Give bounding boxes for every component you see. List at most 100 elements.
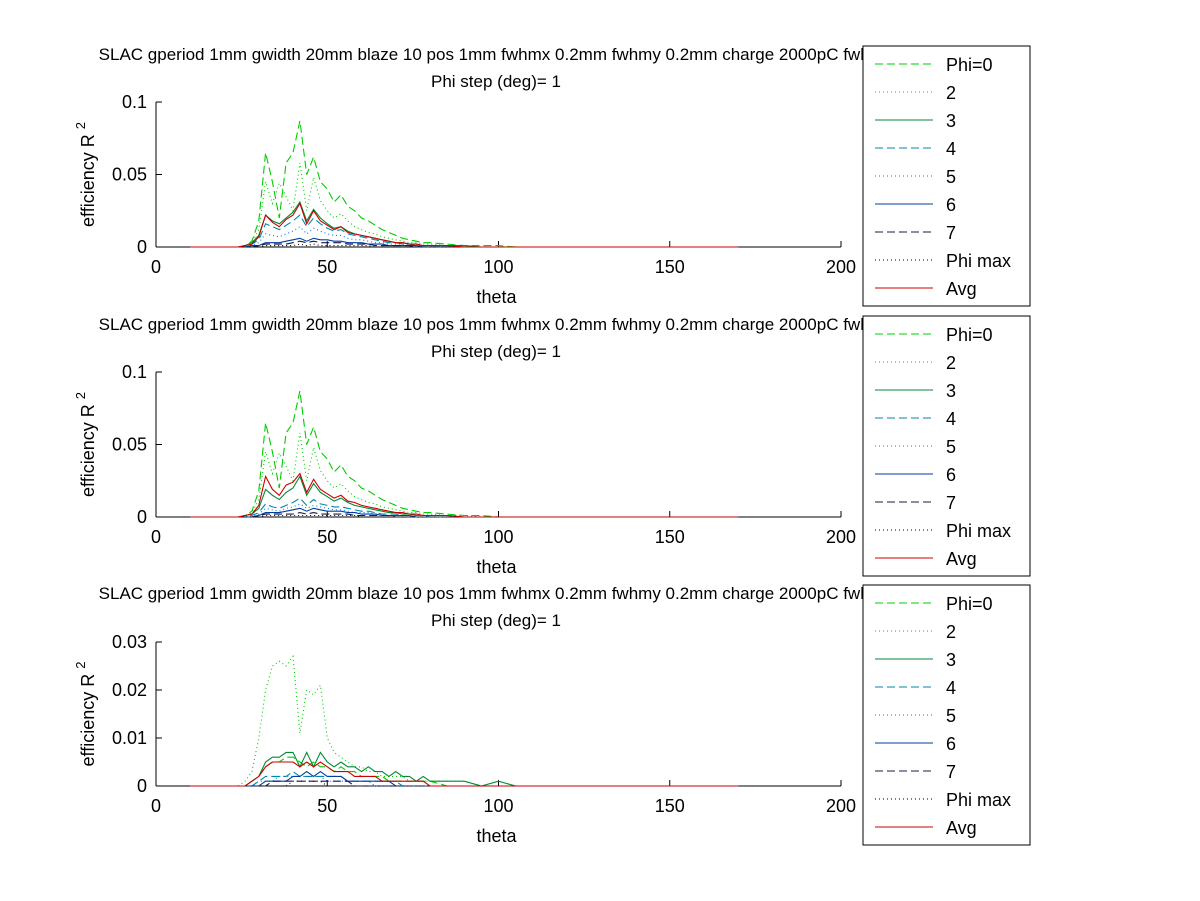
x-tick-label: 50 <box>317 527 337 547</box>
series-line-3 <box>190 475 739 518</box>
legend-label: 5 <box>946 167 956 187</box>
x-tick-label: 200 <box>826 257 856 277</box>
x-axis-label: theta <box>476 287 517 307</box>
chart-title: SLAC gperiod 1mm gwidth 20mm blaze 10 po… <box>99 45 996 64</box>
y-tick-label: 0.1 <box>122 92 147 112</box>
y-axis-label-superscript: 2 <box>73 122 88 129</box>
legend-box <box>862 584 1031 846</box>
y-axis-label: efficiency R 2 <box>73 392 98 497</box>
legend-label: 7 <box>946 762 956 782</box>
x-tick-label: 50 <box>317 257 337 277</box>
legend-label: 3 <box>946 111 956 131</box>
series-group <box>190 654 739 787</box>
series-line-5 <box>190 225 739 248</box>
legend-label: 6 <box>946 465 956 485</box>
legend-label: Phi=0 <box>946 594 993 614</box>
x-tick-label: 150 <box>655 257 685 277</box>
x-tick-label: 50 <box>317 796 337 816</box>
series-line-7 <box>190 240 739 248</box>
x-tick-label: 100 <box>483 796 513 816</box>
series-group <box>190 120 739 248</box>
chart-subtitle: Phi step (deg)= 1 <box>431 342 561 361</box>
legend-label: 4 <box>946 409 956 429</box>
x-tick-label: 0 <box>151 527 161 547</box>
x-axis-label: theta <box>476 557 517 577</box>
y-axis-label: efficiency R 2 <box>73 122 98 227</box>
chart-title: SLAC gperiod 1mm gwidth 20mm blaze 10 po… <box>99 315 996 334</box>
y-axis-label-superscript: 2 <box>73 392 88 399</box>
x-tick-label: 0 <box>151 257 161 277</box>
subplot-1: 0 50 100 150 200 0 0.05 0.1 SLAC gperiod 1mm gwi… <box>73 45 1031 307</box>
legend-label: 6 <box>946 195 956 215</box>
legend-label: Avg <box>946 279 977 299</box>
y-tick-label: 0 <box>137 507 147 527</box>
legend-label: 4 <box>946 139 956 159</box>
series-line-3 <box>190 751 739 787</box>
legend-label: 2 <box>946 83 956 103</box>
series-line-2 <box>190 162 739 248</box>
series-line-avg <box>190 761 739 787</box>
y-tick-label: 0.1 <box>122 362 147 382</box>
chart-subtitle: Phi step (deg)= 1 <box>431 72 561 91</box>
legend-label: 3 <box>946 650 956 670</box>
y-tick-label: 0.05 <box>112 435 147 455</box>
series-group <box>190 390 739 518</box>
legend-label: 6 <box>946 734 956 754</box>
series-line-6 <box>190 770 739 787</box>
legend-label: 4 <box>946 678 956 698</box>
legend: Phi=0 2 3 4 5 6 7 Phi max Avg <box>862 584 1031 846</box>
legend-label: 5 <box>946 437 956 457</box>
legend-label: Phi max <box>946 790 1011 810</box>
series-line-avg <box>190 472 739 518</box>
y-tick-label: 0.02 <box>112 680 147 700</box>
legend-label: 2 <box>946 353 956 373</box>
legend: Phi=0 2 3 4 5 6 7 Phi max Avg <box>862 315 1031 577</box>
legend-label: 2 <box>946 622 956 642</box>
legend-label: Phi max <box>946 251 1011 271</box>
x-tick-label: 200 <box>826 796 856 816</box>
y-axis-label-text: efficiency R <box>78 399 98 497</box>
chart-title: SLAC gperiod 1mm gwidth 20mm blaze 10 po… <box>99 584 996 603</box>
legend-label: 3 <box>946 381 956 401</box>
x-axis-label: theta <box>476 826 517 846</box>
series-line-phi-0 <box>190 120 739 248</box>
series-line-avg <box>190 202 739 248</box>
legend-label: 7 <box>946 493 956 513</box>
legend-label: Phi=0 <box>946 325 993 345</box>
x-tick-label: 150 <box>655 796 685 816</box>
legend-box <box>862 45 1031 307</box>
series-line-4 <box>190 770 739 787</box>
series-line-phi-0 <box>190 390 739 518</box>
legend-box <box>862 315 1031 577</box>
series-line-7 <box>190 780 739 787</box>
series-line-3 <box>190 200 739 248</box>
y-axis-label: efficiency R 2 <box>73 662 98 767</box>
series-line-2 <box>190 432 739 518</box>
legend-label: Phi max <box>946 521 1011 541</box>
y-tick-label: 0.05 <box>112 165 147 185</box>
legend: Phi=0 2 3 4 5 6 7 Phi max Avg <box>862 45 1031 307</box>
y-axis-label-text: efficiency R <box>78 129 98 227</box>
series-line-phi-max <box>190 780 739 787</box>
x-tick-label: 100 <box>483 257 513 277</box>
y-tick-label: 0.01 <box>112 728 147 748</box>
x-tick-label: 150 <box>655 527 685 547</box>
subplot-3: 0 50 100 150 200 0 0.01 0.02 0.03 SLAC gperiod 1m… <box>73 584 1031 846</box>
legend-label: Avg <box>946 818 977 838</box>
legend-label: Avg <box>946 549 977 569</box>
chart-subtitle: Phi step (deg)= 1 <box>431 611 561 630</box>
series-line-2 <box>190 654 739 787</box>
legend-label: Phi=0 <box>946 55 993 75</box>
x-tick-label: 200 <box>826 527 856 547</box>
y-tick-label: 0.03 <box>112 632 147 652</box>
y-tick-label: 0 <box>137 776 147 796</box>
series-line-7 <box>190 512 739 518</box>
x-tick-label: 0 <box>151 796 161 816</box>
x-tick-label: 100 <box>483 527 513 547</box>
legend-label: 7 <box>946 223 956 243</box>
y-axis-label-text: efficiency R <box>78 669 98 767</box>
series-line-5 <box>190 775 739 787</box>
subplot-2: 0 50 100 150 200 0 0.05 0.1 SLAC gperiod 1mm gwi… <box>73 315 1031 577</box>
series-line-4 <box>190 497 739 518</box>
